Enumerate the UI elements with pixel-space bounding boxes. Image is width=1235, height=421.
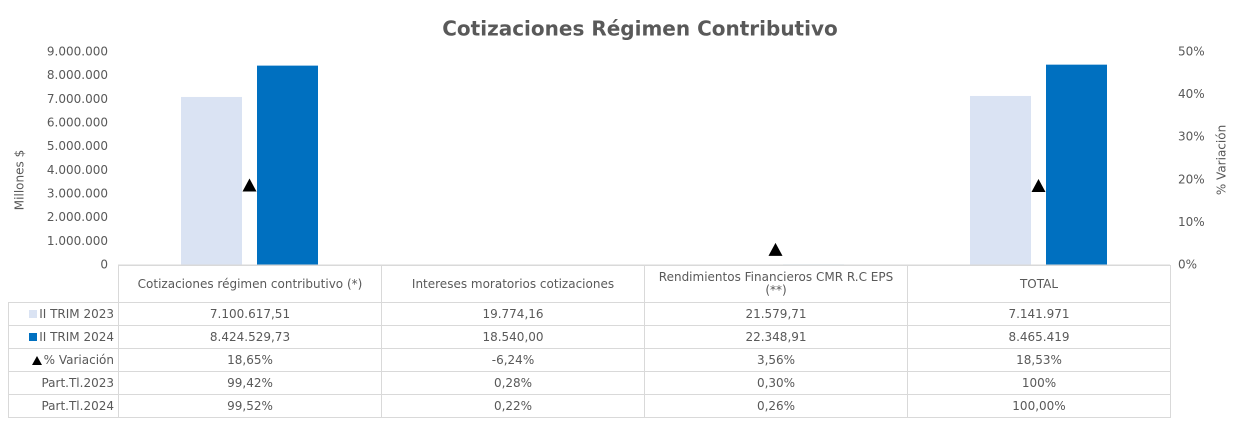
bar [181,96,242,265]
corner [8,265,119,303]
cell: 18,65% [118,348,382,372]
cell: 7.141.971 [907,302,1171,326]
series-row: II TRIM 2023 7.100.617,51 19.774,16 21.579,… [8,302,1171,326]
marker [1031,179,1046,193]
bar [257,65,318,265]
cell: 22.348,91 [644,325,908,349]
cell: 0,28% [381,371,645,395]
cell: 8.424.529,73 [118,325,382,349]
y-tick-label: 6.000.000 [47,116,108,130]
cell: -6,24% [381,348,645,372]
y-tick-label: 2.000.000 [47,210,108,224]
row-label: Part.Tl.2024 [8,394,119,418]
y-tick-label: 0 [100,258,108,272]
y2-tick-label: 20% [1178,172,1205,186]
cell: 99,52% [118,394,382,418]
cell: 99,42% [118,371,382,395]
y-tick-label: 4.000.000 [47,163,108,177]
y2-tick-label: 10% [1178,215,1205,229]
cell: 18.540,00 [381,325,645,349]
data-table: Cotizaciones régimen contributivo (*) Int… [8,265,1171,418]
series-row: II TRIM 2024 8.424.529,73 18.540,00 22.348,… [8,325,1171,349]
legend-label: % Variación [43,352,114,367]
legend-label: II TRIM 2024 [39,329,114,344]
row-label: % Variación [8,348,119,372]
y-tick-label: 5.000.000 [47,139,108,153]
row-label: Part.Tl.2023 [8,371,119,395]
header-row: Cotizaciones régimen contributivo (*) Int… [8,265,1171,303]
cell: 0,22% [381,394,645,418]
legend-label: II TRIM 2023 [39,306,114,321]
row-label: II TRIM 2024 [8,325,119,349]
legend-key [29,333,38,341]
y2-tick-label: 30% [1178,130,1205,144]
legend-key [31,355,42,365]
y-tick-label: 9.000.000 [47,45,108,59]
cell: 18,53% [907,348,1171,372]
marker [242,178,257,192]
row-label: II TRIM 2023 [8,302,119,326]
marker [768,242,783,256]
table-row: Part.Tl.2024 99,52% 0,22% 0,26% 100,00% [8,394,1171,418]
y2-tick-label: 50% [1178,45,1205,59]
cell: 8.465.419 [907,325,1171,349]
y-tick-label: 3.000.000 [47,187,108,201]
legend-key [29,310,38,318]
bar [970,95,1031,265]
cell: 19.774,16 [381,302,645,326]
category-label: Cotizaciones régimen contributivo (*) [118,265,382,303]
cell: 21.579,71 [644,302,908,326]
series-row: % Variación 18,65% -6,24% 3,56% 18,53% [8,348,1171,372]
cell: 3,56% [644,348,908,372]
y2-axis-label: % Variación [1215,125,1229,195]
y2-tick-label: 40% [1178,87,1205,101]
cell: 0,30% [644,371,908,395]
cell: 0,26% [644,394,908,418]
category-label: Rendimientos Financieros CMR R.C EPS (**… [644,265,908,303]
y-tick-label: 8.000.000 [47,68,108,82]
y2-tick-label: 0% [1178,258,1197,272]
y-axis-label: Millones $ [13,150,27,210]
cell: 7.100.617,51 [118,302,382,326]
category-label: TOTAL [907,265,1171,303]
y-tick-label: 7.000.000 [47,92,108,106]
cell: 100,00% [907,394,1171,418]
y-tick-label: 1.000.000 [47,234,108,248]
chart-title: Cotizaciones Régimen Contributivo [442,17,838,41]
cell: 100% [907,371,1171,395]
table-row: Part.Tl.2023 99,42% 0,28% 0,30% 100% [8,371,1171,395]
bar [1046,64,1107,265]
category-label: Intereses moratorios cotizaciones [381,265,645,303]
